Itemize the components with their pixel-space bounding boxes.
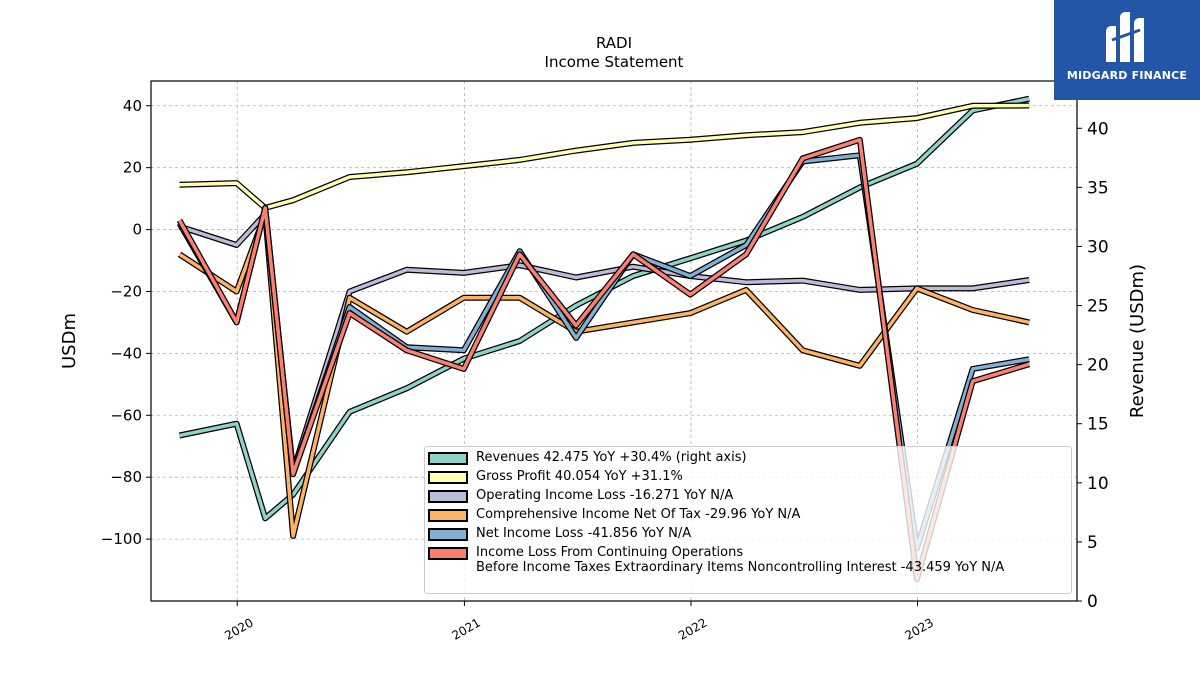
- y2-axis-label: Revenue (USDm): [1127, 264, 1148, 418]
- x-axis: 2020 2021 2022 2023: [222, 601, 936, 643]
- left-axis: 40 20 0 −20 −40 −60 −80 −100: [101, 97, 151, 548]
- y-tick-label: −60: [110, 406, 142, 424]
- series-line: [179, 96, 1030, 521]
- y2-tick-label: 10: [1087, 474, 1109, 494]
- legend: Revenues 42.475 YoY +30.4% (right axis) G…: [424, 446, 1072, 594]
- y2-tick-label: 5: [1087, 533, 1098, 553]
- legend-item: Revenues 42.475 YoY +30.4% (right axis): [428, 450, 1071, 465]
- midgard-finance-logo: MIDGARD FINANCE: [1054, 0, 1200, 100]
- y2-tick-label: 0: [1087, 592, 1098, 612]
- y-tick-label: −80: [110, 468, 142, 486]
- y2-tick-label: 20: [1087, 356, 1109, 376]
- series-line: [178, 212, 1030, 538]
- y-axis-label: USDm: [59, 313, 80, 369]
- y-tick-label: −40: [110, 344, 142, 362]
- legend-item: Comprehensive Income Net Of Tax -29.96 Y…: [428, 507, 1071, 522]
- chart-title: RADI: [596, 34, 632, 52]
- series-line: [177, 138, 1030, 582]
- y-tick-label: −100: [101, 530, 142, 548]
- plot-frame: [150, 80, 1078, 602]
- legend-swatch: [428, 490, 468, 503]
- legend-swatch: [428, 452, 468, 465]
- legend-swatch: [428, 509, 468, 522]
- legend-item: Operating Income Loss -16.271 YoY N/A: [428, 488, 1071, 503]
- legend-label: Revenues 42.475 YoY +30.4% (right axis): [476, 450, 747, 465]
- x-tick-label: 2023: [903, 615, 936, 642]
- legend-label: Income Loss From Continuing Operations B…: [476, 545, 1005, 575]
- y2-tick-label: 35: [1087, 178, 1109, 198]
- x-tick-label: 2021: [449, 615, 482, 642]
- y-tick-label: 20: [123, 159, 142, 177]
- y2-tick-label: 30: [1087, 237, 1109, 257]
- x-tick-label: 2022: [676, 615, 709, 642]
- logo-mark-icon: [1106, 12, 1144, 62]
- y-tick-label: 0: [132, 221, 142, 239]
- legend-item: Gross Profit 40.054 YoY +31.1%: [428, 469, 1071, 484]
- logo-text: MIDGARD FINANCE: [1066, 69, 1188, 82]
- right-axis: 40 35 30 25 20 15 10 5 0: [1077, 119, 1109, 612]
- y2-tick-label: 15: [1087, 415, 1109, 435]
- legend-label: Comprehensive Income Net Of Tax -29.96 Y…: [476, 507, 801, 522]
- legend-swatch: [428, 471, 468, 484]
- x-tick-label: 2020: [222, 615, 255, 642]
- legend-swatch: [428, 528, 468, 541]
- series-line: [179, 103, 1030, 210]
- chart-subtitle: Income Statement: [545, 53, 684, 71]
- legend-item: Net Income Loss -41.856 YoY N/A: [428, 526, 1071, 541]
- legend-label: Net Income Loss -41.856 YoY N/A: [476, 526, 692, 541]
- series-lines: [176, 95, 1031, 583]
- legend-label: Operating Income Loss -16.271 YoY N/A: [476, 488, 734, 503]
- y-tick-label: 40: [123, 97, 142, 115]
- y-tick-label: −20: [110, 282, 142, 300]
- legend-item: Income Loss From Continuing Operations B…: [428, 545, 1071, 575]
- y2-tick-label: 40: [1087, 119, 1109, 139]
- legend-label: Gross Profit 40.054 YoY +31.1%: [476, 469, 683, 484]
- y2-tick-label: 25: [1087, 297, 1109, 317]
- legend-swatch: [428, 547, 468, 560]
